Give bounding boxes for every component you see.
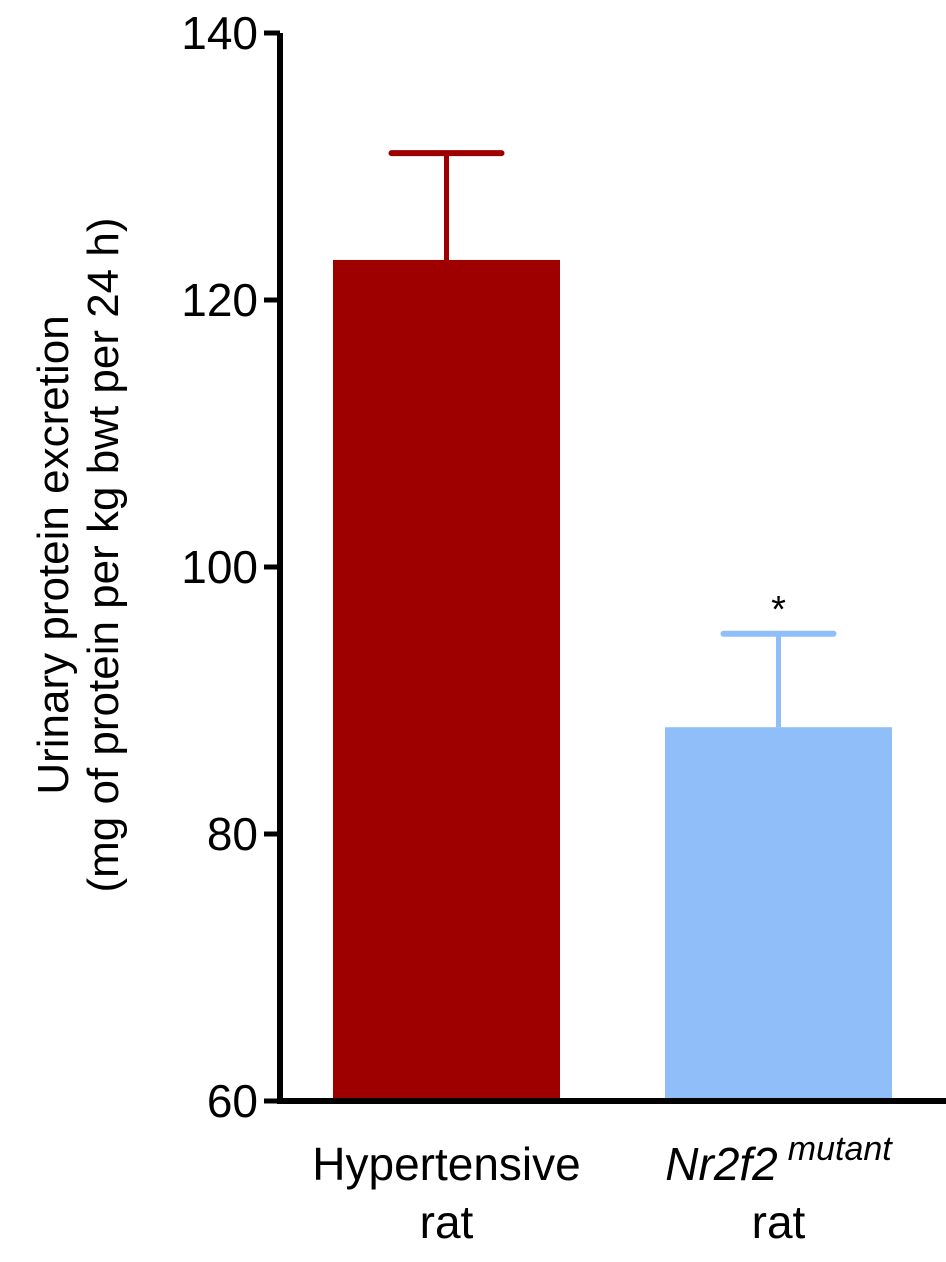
significance-marker-1: * [771,589,786,631]
y-axis-label-line2: (mg of protein per kg bwt per 24 h) [79,218,128,893]
y-tick-label-100: 100 [181,541,258,593]
y-axis-label: Urinary protein excretion (mg of protein… [29,218,128,893]
y-axis-label-line1: Urinary protein excretion [29,315,78,794]
y-tick-label-140: 140 [181,7,258,59]
y-tick-label-120: 120 [181,274,258,326]
plot-area: * 60 80 100 120 140 Hypertensive rat Nr2f2 mutant… [181,7,946,1248]
y-tick-label-60: 60 [207,1075,258,1127]
x-category-label-line2-1: rat [752,1196,806,1248]
y-tick-label-80: 80 [207,808,258,860]
x-category-label-0: Hypertensive [312,1138,580,1190]
bar-0 [333,259,560,1101]
x-category-label-1: Nr2f2 mutant [665,1130,893,1190]
x-category-label-line2-0: rat [420,1196,474,1248]
bar-1 [665,727,892,1101]
